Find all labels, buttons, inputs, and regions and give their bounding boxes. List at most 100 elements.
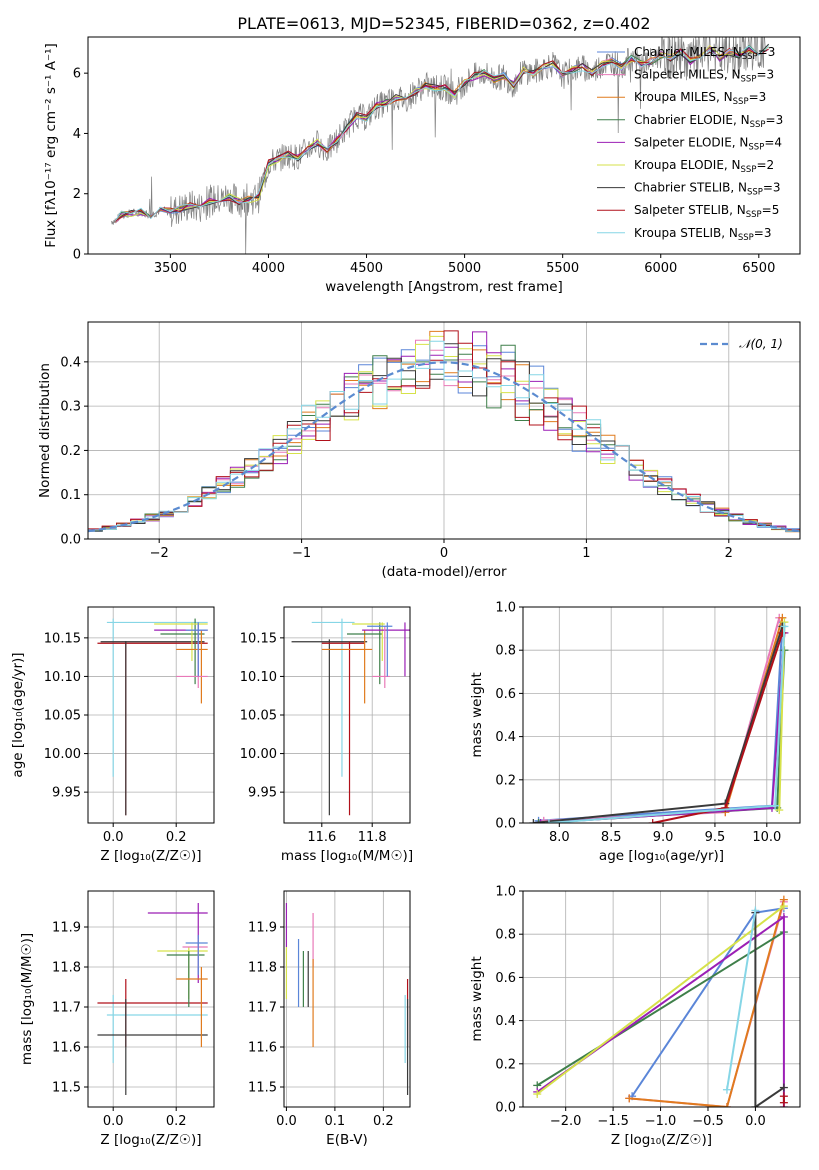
- legend-subscript: SSP: [748, 142, 764, 152]
- y-tick-label: 10.10: [44, 670, 81, 685]
- legend-label-normal: 𝒩(0, 1): [739, 337, 783, 351]
- x-tick-label: −0.5: [692, 1114, 724, 1129]
- errorbar-chabrier-stelib: [291, 639, 368, 816]
- legend-text: Salpeter ELODIE, N: [634, 135, 748, 149]
- errorbar-kroupa-stelib: [311, 618, 355, 777]
- errorbar-kroupa-miles: [321, 630, 373, 704]
- weight-series-chabrier-stelib: [529, 622, 787, 823]
- x-tick-label: 0.2: [373, 1114, 394, 1129]
- weight-line: [652, 632, 784, 823]
- axes-frame: [522, 890, 801, 1108]
- y-axis-label: Flux [fλ10⁻¹⁷ erg cm⁻² s⁻¹ A⁻¹]: [43, 43, 59, 248]
- weight-series-kroupa-stelib: [544, 622, 789, 823]
- legend-label-chabrier-miles: Chabrier MILES, NSSP=3: [634, 45, 775, 62]
- y-tick-label: 10.00: [240, 747, 277, 762]
- y-axis-label: mass weight: [469, 956, 485, 1041]
- weight-series-salpeter-miles: [539, 613, 784, 823]
- legend-label-salpeter-miles: Salpeter MILES, NSSP=3: [634, 68, 774, 85]
- mass-weight-vs-age-panel: 8.0 8.5 9.0 9.5 10.0 0.0 0.2 0.4 0.6 0.8 1.0 age [l…: [469, 601, 801, 864]
- x-tick-label: 0.2: [166, 1114, 187, 1129]
- legend-tail: =4: [764, 135, 782, 149]
- legend-label-chabrier-stelib: Chabrier STELIB, NSSP=3: [634, 181, 781, 198]
- legend-text: Kroupa ELODIE, N: [634, 158, 741, 172]
- y-tick-label: 0.6: [495, 971, 516, 986]
- legend-text: Salpeter MILES, N: [634, 68, 741, 82]
- y-axis-label: Normed distribution: [37, 363, 53, 498]
- legend-subscript: SSP: [733, 97, 749, 107]
- weight-line: [754, 912, 785, 1107]
- y-tick-label: 0.8: [495, 644, 516, 659]
- legend-text: Chabrier STELIB, N: [634, 181, 747, 195]
- x-tick-label: 11.8: [358, 830, 387, 845]
- y-tick-label: 1.0: [495, 885, 516, 900]
- x-axis-label: wavelength [Angstrom, rest frame]: [325, 279, 563, 295]
- legend-label-salpeter-stelib: Salpeter STELIB, NSSP=5: [634, 203, 779, 220]
- y-tick-label: 0.4: [495, 730, 516, 745]
- weight-series-kroupa-stelib: [722, 906, 760, 1094]
- errorbar-chabrier-miles: [367, 622, 393, 677]
- x-axis-label: Z [log₁₀(Z/Z☉)]: [100, 848, 201, 864]
- legend-subscript: SSP: [742, 52, 758, 62]
- y-tick-label: 10.05: [44, 709, 81, 724]
- legend-label-salpeter-elodie: Salpeter ELODIE, NSSP=4: [634, 135, 782, 152]
- weight-series-kroupa-elodie: [533, 902, 788, 1099]
- errorbar-chabrier-miles: [185, 622, 208, 677]
- legend-tail: =5: [762, 203, 780, 217]
- legend-tail: =3: [766, 113, 784, 127]
- y-axis-label: mass [log₁₀(M/M☉)]: [19, 933, 35, 1065]
- weight-series-chabrier-stelib: [751, 908, 788, 1107]
- errorbar-salpeter-stelib: [321, 641, 365, 816]
- legend-subscript: SSP: [750, 120, 766, 130]
- x-tick-label: 10.0: [752, 830, 781, 845]
- axes-frame: [87, 890, 215, 1108]
- age-vs-mass-panel: 11.6 11.8 9.95 10.00 10.05 10.10 10.15 mass [lo…: [240, 606, 413, 864]
- model-line-kroupa-stelib: [115, 45, 769, 221]
- x-tick-label: −1.5: [597, 1114, 629, 1129]
- legend-subscript: SSP: [747, 188, 763, 198]
- legend-text: Kroupa STELIB, N: [634, 226, 738, 240]
- residual-histogram-panel: −2 −1 0 1 2 0.0 0.1 0.2 0.3 0.4 (data-model)/error…: [37, 321, 801, 580]
- x-tick-label: 0.0: [745, 1114, 766, 1129]
- weight-line: [536, 905, 785, 1095]
- x-tick-label: 6500: [742, 261, 775, 276]
- errorbar-chabrier-elodie: [347, 622, 383, 685]
- y-tick-label: 0.0: [495, 1101, 516, 1116]
- errorbar-kroupa-stelib: [106, 618, 208, 777]
- x-axis-label: E(B-V): [326, 1132, 368, 1148]
- x-tick-label: 0.0: [103, 1114, 124, 1129]
- legend-tail: =3: [756, 68, 774, 82]
- mass-weight-vs-metallicity-panel: −2.0 −1.5 −1.0 −0.5 0.0 0.0 0.2 0.4 0.6 0.8 1.0 Z […: [469, 885, 801, 1148]
- x-axis-label: Z [log₁₀(Z/Z☉)]: [611, 1132, 712, 1148]
- errorbar-salpeter-elodie: [362, 622, 410, 677]
- x-tick-label: 3500: [154, 261, 187, 276]
- x-axis-label: Z [log₁₀(Z/Z☉)]: [100, 1132, 201, 1148]
- weight-series-salpeter-miles: [625, 897, 788, 1107]
- spectrum-panel: 3500 4000 4500 5000 5500 6000 6500 0 2 4 6 waveleng…: [43, 36, 801, 295]
- weight-line: [538, 622, 784, 822]
- weight-line: [536, 931, 785, 1087]
- y-tick-label: 10.05: [240, 709, 277, 724]
- errorbar-kroupa-elodie: [352, 622, 385, 661]
- legend-text: Kroupa MILES, N: [634, 90, 733, 104]
- axes-frame: [87, 36, 801, 255]
- y-tick-label: 0: [73, 248, 81, 263]
- y-tick-label: 0.0: [495, 817, 516, 832]
- x-tick-label: 4000: [252, 261, 285, 276]
- x-tick-label: 9.5: [705, 830, 726, 845]
- x-tick-label: 8.5: [601, 830, 622, 845]
- y-tick-label: 11.8: [248, 961, 277, 976]
- weight-line: [726, 910, 757, 1090]
- y-tick-label: 11.9: [52, 921, 81, 936]
- x-tick-label: 6000: [644, 261, 677, 276]
- y-tick-label: 0.3: [60, 400, 81, 415]
- y-tick-label: 11.7: [52, 1001, 81, 1016]
- legend-text: Chabrier ELODIE, N: [634, 113, 750, 127]
- y-axis-label: age [log₁₀(age/yr)]: [10, 652, 26, 777]
- x-axis-label: (data-model)/error: [381, 564, 507, 580]
- y-tick-label: 11.5: [248, 1081, 277, 1096]
- y-tick-label: 0.4: [60, 355, 81, 370]
- y-tick-label: 2: [73, 187, 81, 202]
- y-tick-label: 11.8: [52, 961, 81, 976]
